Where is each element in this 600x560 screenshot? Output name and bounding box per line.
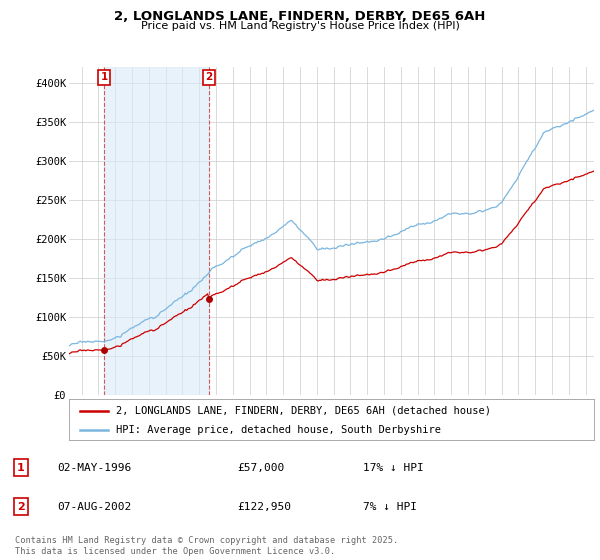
Text: Price paid vs. HM Land Registry's House Price Index (HPI): Price paid vs. HM Land Registry's House …: [140, 21, 460, 31]
Text: £122,950: £122,950: [237, 502, 291, 512]
Text: 2, LONGLANDS LANE, FINDERN, DERBY, DE65 6AH (detached house): 2, LONGLANDS LANE, FINDERN, DERBY, DE65 …: [116, 405, 491, 416]
Text: £57,000: £57,000: [237, 463, 284, 473]
Text: 1: 1: [17, 463, 25, 473]
Text: 02-MAY-1996: 02-MAY-1996: [57, 463, 131, 473]
Text: Contains HM Land Registry data © Crown copyright and database right 2025.
This d: Contains HM Land Registry data © Crown c…: [15, 536, 398, 556]
Bar: [104, 67, 209, 395]
Text: 7% ↓ HPI: 7% ↓ HPI: [363, 502, 417, 512]
Text: 2: 2: [17, 502, 25, 512]
Text: 1: 1: [100, 72, 107, 82]
Text: 17% ↓ HPI: 17% ↓ HPI: [363, 463, 424, 473]
Text: 2, LONGLANDS LANE, FINDERN, DERBY, DE65 6AH: 2, LONGLANDS LANE, FINDERN, DERBY, DE65 …: [115, 10, 485, 22]
Text: HPI: Average price, detached house, South Derbyshire: HPI: Average price, detached house, Sout…: [116, 424, 441, 435]
Text: 2: 2: [205, 72, 212, 82]
Text: 07-AUG-2002: 07-AUG-2002: [57, 502, 131, 512]
